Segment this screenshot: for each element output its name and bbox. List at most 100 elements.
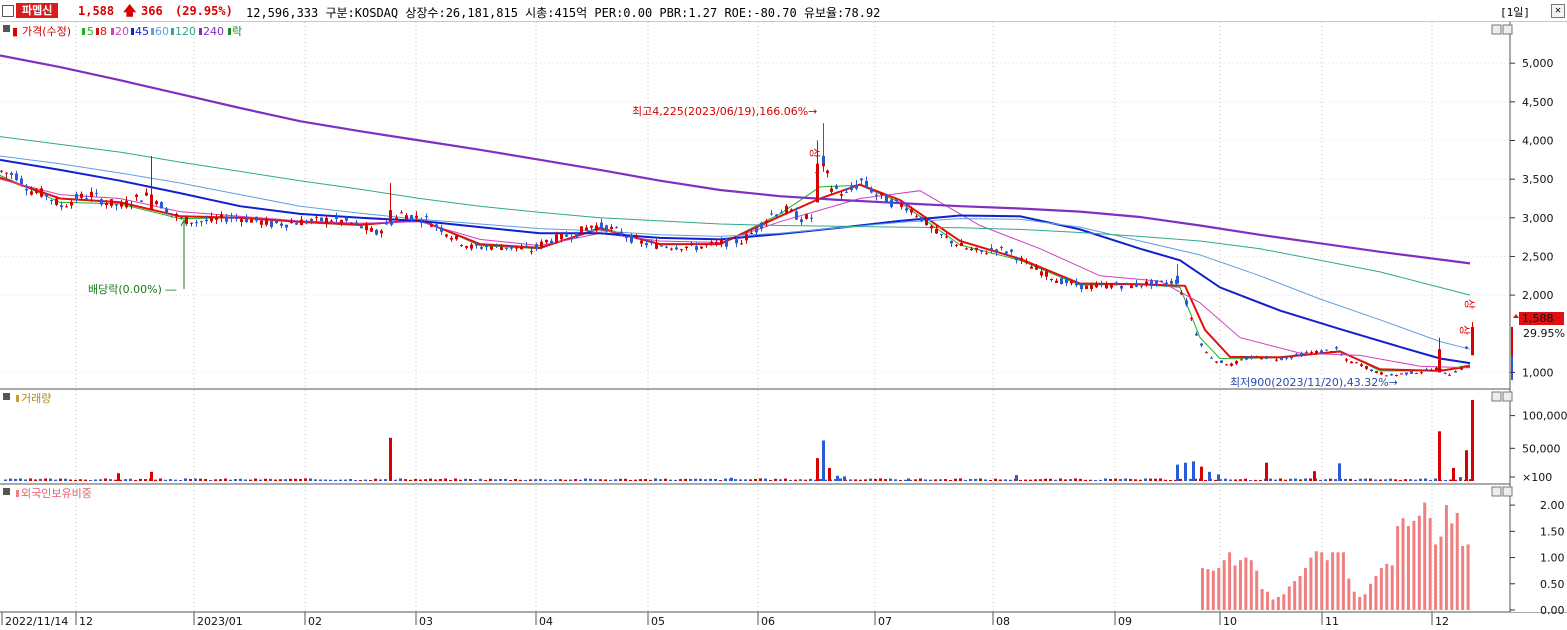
candle-body [1215, 361, 1218, 363]
volume-bar-small [154, 479, 157, 481]
volume-bar-small [304, 478, 307, 481]
volume-bar-small [1159, 478, 1162, 481]
vol-tick-label: ×100 [1522, 471, 1552, 484]
candle-body [185, 216, 188, 225]
volume-bar-small [754, 478, 757, 481]
candle-body [760, 222, 763, 229]
volume-bar-small [479, 478, 482, 481]
volume-bar-small [629, 479, 632, 481]
volume-bar-small [269, 478, 272, 481]
volume-bar-small [604, 479, 607, 481]
candle-body [775, 214, 778, 217]
candle-body [455, 235, 458, 240]
volume-bar [1200, 466, 1203, 481]
volume-bar-small [1324, 479, 1327, 481]
volume-bar-small [909, 479, 912, 481]
period-selector[interactable]: [1일] [1500, 6, 1530, 19]
foreign-bar [1222, 560, 1226, 610]
candle-body [120, 202, 123, 207]
candle-body [826, 170, 829, 174]
volume-bar-small [734, 479, 737, 481]
volume-bar-small [1144, 478, 1147, 481]
volume-bar-small [744, 479, 747, 481]
volume-bar [828, 467, 831, 481]
spike-body [822, 155, 825, 164]
volume-bar-small [34, 479, 37, 481]
candle-body [1350, 361, 1353, 364]
volume-bar-small [1399, 479, 1402, 481]
volume-bar-small [474, 479, 477, 481]
candle-body [1025, 261, 1028, 263]
candle-body [930, 226, 933, 229]
panel-controls[interactable] [1491, 24, 1513, 497]
volume-bar-small [229, 479, 232, 481]
volume-bar-small [539, 478, 542, 481]
candle-body [45, 194, 48, 197]
volume-bar-small [324, 479, 327, 481]
volume-bar-small [944, 479, 947, 481]
volume-bar-small [534, 479, 537, 481]
volume-bar-small [244, 479, 247, 481]
foreign-bar [1244, 557, 1248, 610]
volume-bar-small [1284, 479, 1287, 481]
candle-body [1285, 357, 1288, 359]
candle-body [695, 246, 698, 251]
volume-bar-small [1059, 478, 1062, 481]
stock-name[interactable]: 파멥신 [16, 3, 59, 18]
current-price-tag: 1,588 29.95% [1513, 312, 1565, 340]
volume-bar-small [1084, 479, 1087, 481]
volume-bar-small [1109, 478, 1112, 481]
candle-body [690, 243, 693, 245]
volume-bar-small [1444, 479, 1447, 481]
stock-header: 파멥신 1,588 🡅 366 (29.95%) 12,596,333 구분:K… [0, 0, 1567, 22]
candle-body [535, 244, 538, 248]
volume-bar-small [614, 479, 617, 481]
candle-body [725, 238, 728, 247]
volume-bar-small [44, 478, 47, 481]
volume-bar-small [1169, 479, 1172, 481]
y-tick-label: 4,500 [1522, 96, 1554, 109]
x-tick-label: 02 [308, 615, 322, 628]
volume-bar-small [384, 479, 387, 481]
candle-body [685, 246, 688, 249]
candle-body [310, 219, 313, 222]
volume-bar-small [279, 479, 282, 481]
candle-body [800, 219, 803, 223]
candle-body [450, 237, 453, 240]
volume-bar-small [524, 479, 527, 481]
candle-body [440, 227, 443, 232]
candle-body [580, 226, 583, 233]
candle-body [870, 188, 873, 193]
select-checkbox[interactable] [2, 5, 14, 17]
candle-body [95, 192, 98, 194]
volume-bar-small [54, 479, 57, 481]
y-tick-label: 4,000 [1522, 134, 1554, 147]
foreign-bar [1401, 518, 1405, 610]
volume-bar-small [899, 479, 902, 481]
candle-body [1145, 281, 1148, 286]
volume-bar-small [714, 478, 717, 481]
candle-body [405, 215, 408, 220]
candle-body [755, 227, 758, 233]
foreign-bar [1450, 523, 1454, 610]
candle-body [805, 214, 808, 219]
candle-body [285, 224, 288, 228]
candle-body [1425, 369, 1428, 371]
volume-bar-small [344, 479, 347, 481]
volume-bar-small [1364, 478, 1367, 481]
volume-bar-small [1099, 479, 1102, 481]
x-tick-label: 05 [651, 615, 665, 628]
volume-bar-small [1369, 478, 1372, 481]
foreign-bar [1287, 586, 1291, 610]
volume-bar [117, 473, 120, 481]
candle-body [915, 216, 918, 218]
candle-body [415, 215, 418, 218]
candle-body [1375, 371, 1378, 373]
volume-bar-small [654, 478, 657, 481]
volume-bar-small [124, 479, 127, 481]
volume-bar-small [589, 478, 592, 481]
volume-bar-small [1309, 478, 1312, 481]
candle-body [1005, 251, 1008, 254]
close-button[interactable]: ✕ [1551, 4, 1565, 18]
